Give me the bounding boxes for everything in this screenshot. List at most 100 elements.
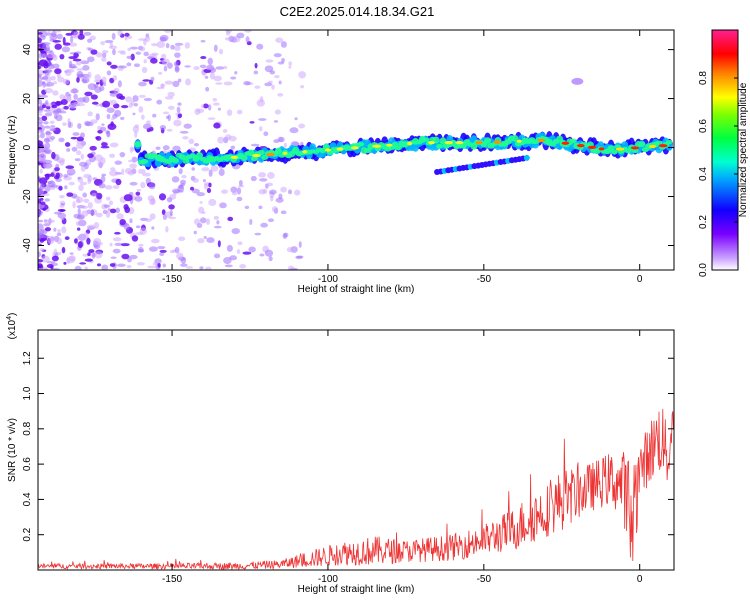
spectrogram-noise-speck bbox=[87, 71, 92, 79]
spectrogram-noise-speck bbox=[112, 185, 120, 189]
spectrogram-noise-speck bbox=[108, 99, 117, 105]
spectrogram-noise-speck bbox=[208, 198, 217, 207]
spectrogram-noise-speck bbox=[138, 106, 144, 113]
spectrogram-noise-speck bbox=[46, 81, 55, 87]
spectrogram-noise-speck bbox=[82, 192, 88, 198]
spectrogram-noise-speck bbox=[52, 110, 60, 115]
spectrogram-noise-speck bbox=[238, 184, 245, 188]
spectrogram-noise-speck bbox=[105, 185, 113, 190]
spectrogram-noise-speck bbox=[231, 191, 238, 196]
spectrogram-hotspot bbox=[493, 140, 502, 144]
spectrogram-noise-speck bbox=[157, 245, 166, 250]
spectrogram-noise-speck bbox=[132, 125, 140, 133]
spectrogram-noise-speck bbox=[38, 229, 44, 234]
spectrogram-noise-speck bbox=[101, 173, 107, 177]
spectrogram-noise-speck bbox=[269, 189, 277, 195]
spectrogram-band-segment bbox=[240, 154, 248, 161]
snr-series-line bbox=[38, 408, 674, 570]
snr-x-tick-label: -100 bbox=[318, 574, 338, 585]
spectrogram-noise-speck bbox=[127, 35, 133, 40]
spectrogram-noise-speck bbox=[191, 167, 196, 171]
spectrogram-noise-speck bbox=[135, 51, 142, 55]
spectrogram-band-segment bbox=[322, 143, 330, 150]
spectrogram-x-axis: -150 -100 -50 0 bbox=[162, 30, 643, 285]
spectrogram-noise-speck bbox=[41, 255, 50, 263]
spectrogram-noise-speck bbox=[38, 113, 43, 116]
spectrogram-noise-speck bbox=[51, 255, 59, 262]
spectrogram-noise-speck bbox=[174, 52, 181, 58]
spectrogram-noise-speck bbox=[127, 47, 131, 52]
spectrogram-noise-speck bbox=[76, 214, 85, 220]
spectrogram-noise-speck bbox=[138, 243, 144, 247]
spectrogram-noise-speck bbox=[140, 114, 145, 120]
spectrogram-noise-speck bbox=[222, 129, 228, 133]
snr-x-label: Height of straight line (km) bbox=[298, 584, 415, 595]
spectrogram-noise-speck bbox=[98, 183, 106, 189]
spectrogram-noise-speck bbox=[75, 61, 82, 66]
spectrogram-noise-speck bbox=[100, 57, 107, 62]
spectrogram-noise-speck bbox=[238, 180, 243, 187]
spectrogram-noise-speck bbox=[181, 174, 187, 179]
colorbar-label: Normalized spectral amplitude bbox=[738, 82, 749, 217]
spectrogram-noise-speck bbox=[95, 113, 100, 121]
spectrogram-noise-speck bbox=[188, 138, 195, 145]
spectrogram-noise-speck bbox=[40, 197, 44, 201]
spectrogram-noise-speck bbox=[298, 71, 307, 79]
spectrogram-noise-speck bbox=[97, 160, 102, 168]
spectrogram-noise-speck bbox=[135, 191, 141, 196]
spectrogram-noise-speck bbox=[38, 251, 42, 258]
spectrogram-noise-speck bbox=[47, 238, 55, 245]
spectrogram-band-segment bbox=[511, 135, 519, 142]
spectrogram-noise-speck bbox=[42, 193, 50, 196]
spectrogram-band-segment bbox=[319, 147, 327, 154]
spectrogram-noise-speck bbox=[159, 252, 165, 257]
spectrogram-noise-speck bbox=[226, 109, 233, 116]
spectrogram-noise-speck bbox=[120, 243, 130, 247]
spectrogram-x-tick-label: 0 bbox=[637, 274, 643, 285]
spectrogram-noise-speck bbox=[210, 165, 219, 172]
spectrogram-noise-speck bbox=[161, 58, 170, 66]
spectrogram-noise-speck bbox=[150, 76, 155, 82]
spectrogram-noise-speck bbox=[133, 63, 141, 68]
spectrogram-noise-speck bbox=[64, 142, 71, 147]
spectrogram-noise-speck bbox=[182, 136, 189, 140]
spectrogram-band-segment bbox=[182, 157, 190, 164]
spectrogram-x-tick-label: -100 bbox=[318, 274, 338, 285]
spectrogram-noise-speck bbox=[283, 142, 287, 148]
spectrogram-noise-speck bbox=[91, 192, 98, 198]
spectrogram-noise-speck bbox=[47, 181, 52, 185]
spectrogram-hotspot bbox=[587, 145, 597, 149]
spectrogram-noise-speck bbox=[201, 167, 210, 172]
spectrogram-noise-speck bbox=[87, 201, 93, 209]
spectrogram-noise-speck bbox=[168, 216, 177, 220]
spectrogram-noise-speck bbox=[67, 117, 71, 124]
spectrogram-noise-speck bbox=[158, 193, 167, 201]
spectrogram-noise-speck bbox=[213, 44, 218, 52]
spectrogram-noise-speck bbox=[49, 120, 55, 125]
spectrogram-blob bbox=[571, 77, 584, 85]
spectrogram-noise-speck bbox=[190, 186, 195, 191]
spectrogram-noise-speck bbox=[128, 102, 133, 109]
spectrogram-noise-speck bbox=[287, 265, 295, 270]
spectrogram-noise-speck bbox=[223, 65, 228, 70]
spectrogram-noise-speck bbox=[178, 168, 183, 175]
spectrogram-noise-speck bbox=[234, 71, 238, 75]
spectrogram-noise-speck bbox=[119, 151, 126, 158]
spectrogram-noise-speck bbox=[38, 65, 41, 70]
spectrogram-noise-speck bbox=[139, 227, 147, 235]
spectrogram-noise-speck bbox=[142, 79, 151, 82]
spectrogram-hotspot bbox=[386, 143, 393, 147]
spectrogram-noise-speck bbox=[167, 114, 171, 122]
spectrogram-noise-speck bbox=[267, 171, 275, 179]
spectrogram-noise-speck bbox=[38, 109, 43, 114]
spectrogram-noise-speck bbox=[44, 125, 51, 129]
spectrogram-band-segment bbox=[134, 141, 142, 148]
spectrogram-noise-speck bbox=[109, 170, 119, 177]
spectrogram-noise-speck bbox=[120, 116, 125, 120]
spectrogram-noise-speck bbox=[191, 188, 200, 194]
spectrogram-noise-speck bbox=[121, 168, 125, 176]
spectrogram-noise-speck bbox=[50, 265, 54, 270]
spectrogram-noise-speck bbox=[123, 203, 129, 210]
spectrogram-noise-speck bbox=[66, 148, 71, 152]
spectrogram-noise-speck bbox=[101, 50, 109, 54]
